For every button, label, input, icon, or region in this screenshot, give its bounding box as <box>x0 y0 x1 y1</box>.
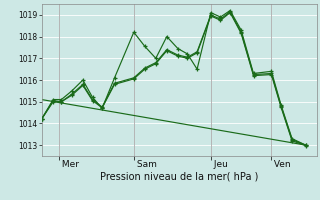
X-axis label: Pression niveau de la mer( hPa ): Pression niveau de la mer( hPa ) <box>100 172 258 182</box>
